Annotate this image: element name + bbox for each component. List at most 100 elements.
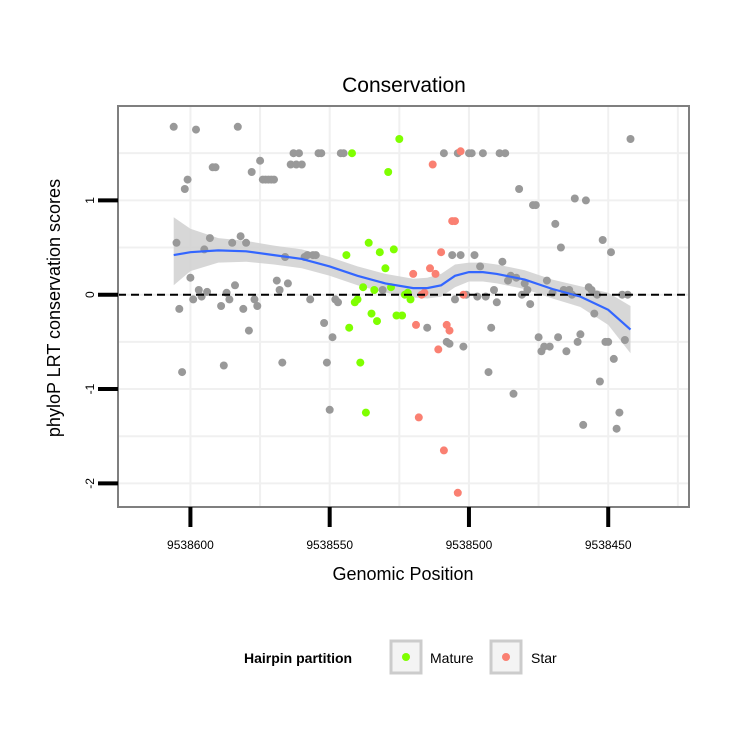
data-point-other [236,232,245,241]
data-point-star [409,269,418,278]
data-point-other [244,326,253,335]
data-point-other [339,149,348,158]
legend-swatch-mature [402,653,410,661]
chart-title: Conservation [342,74,466,97]
data-point-other [562,347,571,356]
data-point-other [534,333,543,342]
data-point-other [551,219,560,228]
data-point-other [286,160,295,169]
data-point-other [178,368,187,377]
data-point-other [590,309,599,318]
legend-label-mature: Mature [430,650,474,666]
data-point-mature [398,311,407,320]
data-point-other [192,125,200,134]
data-point-other [334,298,342,307]
data-point-other [554,333,563,342]
data-point-other [225,295,234,304]
series-mature [342,135,415,417]
data-point-other [186,273,195,282]
data-point-other [456,251,465,260]
data-point-mature [353,295,362,304]
data-point-other [270,175,278,184]
smooth-fit-line [173,249,632,331]
data-point-other [297,160,306,169]
data-point-other [320,319,329,327]
data-point-other [478,149,487,158]
y-tick-label: -1 [83,383,97,394]
data-point-other [626,135,635,143]
legend-item-star: Star [489,639,557,675]
data-point-other [492,298,501,307]
data-point-other [217,302,226,310]
data-point-other [275,286,284,294]
data-point-other [183,175,192,184]
data-point-mature [406,295,415,304]
data-point-other [515,185,524,193]
data-point-other [615,408,624,417]
legend-title: Hairpin partition [244,650,352,666]
data-point-mature [395,135,404,143]
data-point-mature [367,309,376,318]
data-point-other [328,333,337,342]
data-point-other [556,243,565,252]
data-point-other [593,290,602,299]
data-point-mature [370,286,379,294]
data-point-other [219,361,228,370]
legend-item-mature: Mature [389,639,474,675]
data-point-other [595,377,604,386]
data-point-star [451,217,459,226]
data-point-other [467,149,476,158]
legend: Hairpin partition Mature Star [244,639,557,675]
y-tick-label: 0 [83,291,97,298]
data-point-star [431,269,440,278]
data-point-other [579,420,588,429]
data-point-other [451,295,459,304]
data-point-other [322,358,331,367]
panel-border [117,105,690,508]
data-point-other [540,342,549,351]
data-point-other [211,163,220,172]
data-point-other [242,238,251,247]
data-point-star [428,160,437,169]
x-tick-label: 9538500 [446,538,493,552]
points-layer [169,122,635,497]
data-point-other [618,290,627,299]
data-point-other [423,323,432,332]
legend-label-star: Star [531,650,557,666]
x-tick-label: 9538450 [585,538,632,552]
data-point-other [189,295,198,304]
data-point-star [437,248,446,257]
data-point-star [445,326,454,335]
data-point-other [581,196,590,205]
data-point-other [570,194,579,203]
data-point-mature [384,168,393,176]
data-point-other [523,286,532,294]
data-point-other [620,336,629,344]
data-point-other [573,337,582,346]
data-point-other [283,279,292,288]
data-point-other [289,149,298,158]
data-point-other [253,302,262,310]
y-axis: -2 -1 0 1 [83,197,118,489]
data-point-other [576,330,585,339]
y-tick-label: -2 [83,478,97,489]
y-axis-title: phyloP LRT conservation scores [44,179,64,437]
grid-lines [118,106,689,507]
data-point-other [256,156,265,165]
data-point-other [169,122,178,131]
data-point-other [531,201,540,210]
data-point-star [439,446,448,455]
data-point-other [612,424,621,433]
data-point-star [412,320,420,329]
data-point-mature [361,408,370,417]
data-point-other [526,300,535,309]
data-point-mature [345,323,354,332]
data-point-other [325,405,334,414]
data-point-other [311,251,320,260]
data-point-mature [373,317,381,326]
data-point-other [587,286,596,294]
data-point-other [542,276,551,285]
data-point-other [484,368,493,377]
data-point-other [378,286,387,294]
data-point-other [233,122,242,131]
